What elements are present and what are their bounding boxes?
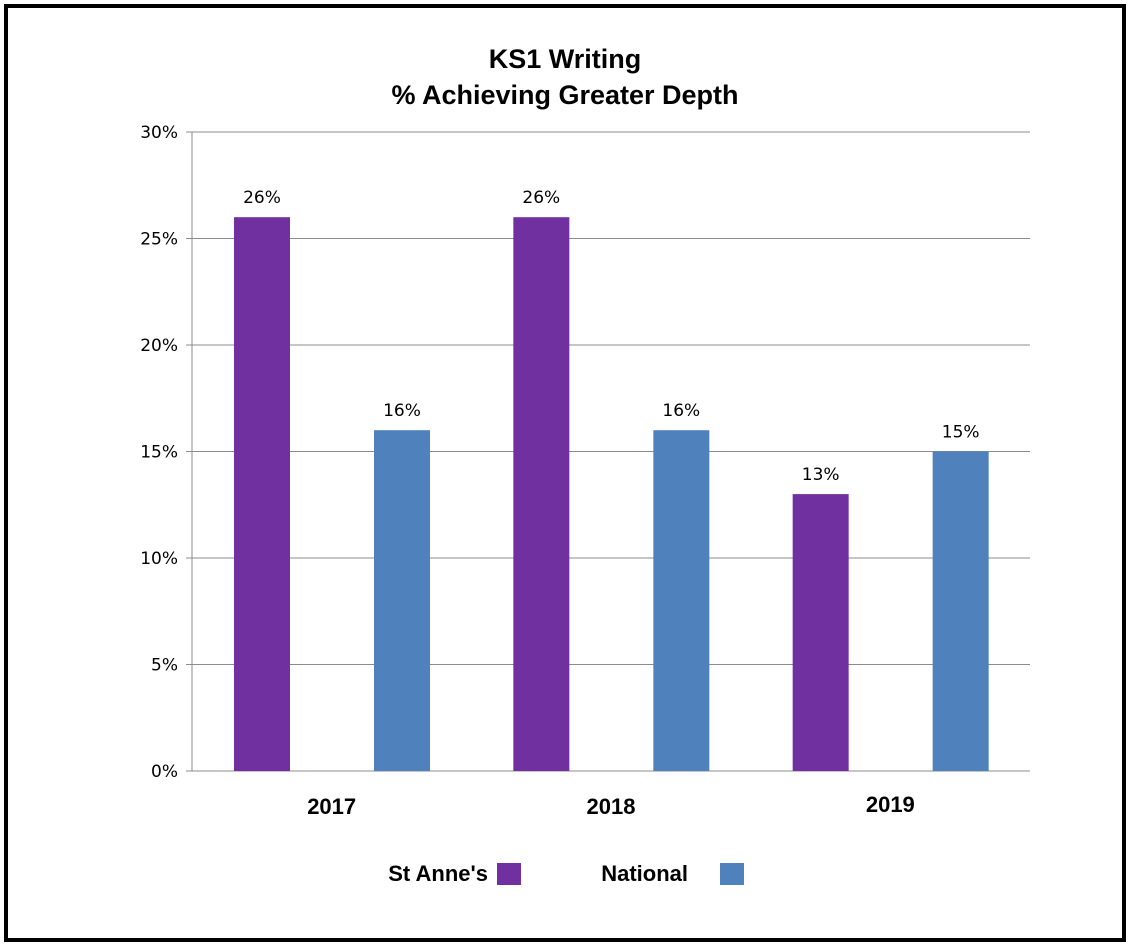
y-tick-label: 20% [140,336,178,356]
legend-label: St Anne's [388,861,488,886]
y-tick-label: 0% [151,762,178,782]
bar [374,430,430,771]
x-category-label: 2018 [587,794,636,819]
data-label: 16% [662,401,700,421]
chart-title-line-2: % Achieving Greater Depth [391,80,738,110]
y-tick-label: 5% [151,656,178,676]
bar [234,217,290,771]
legend-swatch [497,863,521,885]
y-axis-tick-labels: 0% 5% 10% 15% 20% 25% 30% [140,123,178,782]
bar [932,451,989,771]
data-label: 26% [243,188,281,208]
y-tick-label: 25% [140,230,178,250]
y-tick-label: 10% [140,549,178,569]
data-label: 26% [522,188,560,208]
chart-title-line-1: KS1 Writing [489,44,642,74]
data-labels: 26% 16% 26% 16% 13% 15% [243,188,979,485]
x-category-label: 2019 [866,792,915,817]
y-tick-label: 15% [140,443,178,463]
y-tick-label: 30% [140,123,178,143]
bar [513,217,570,771]
data-label: 13% [802,465,840,485]
bar [653,430,710,771]
bar [792,494,849,771]
data-label: 16% [383,401,421,421]
x-category-label: 2017 [307,794,356,819]
x-axis-category-labels: 2017 2018 2019 [307,792,915,819]
gridlines [186,131,1030,772]
bars [234,217,989,771]
legend-label: National [601,861,688,886]
data-label: 15% [942,423,980,443]
legend: St Anne's National [388,861,744,886]
legend-swatch [720,863,744,885]
